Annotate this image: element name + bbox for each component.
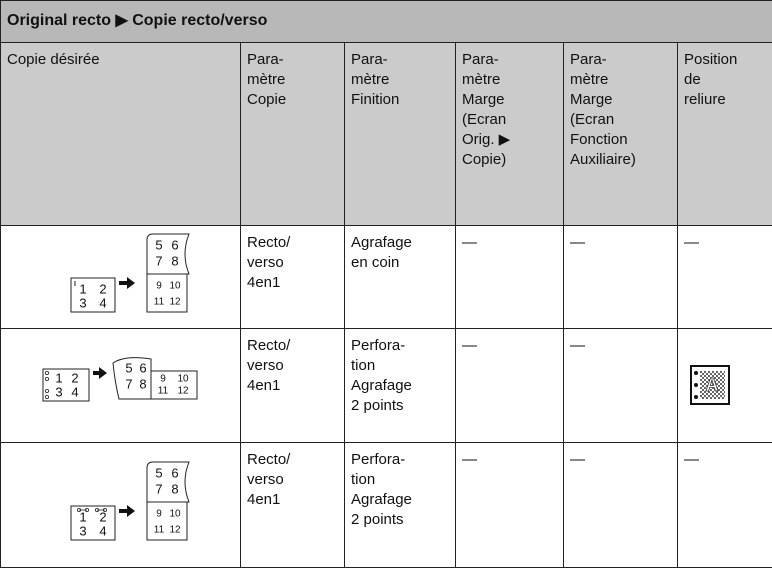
header-cell: Para- mètre Copie — [241, 43, 345, 226]
page-number: 8 — [171, 481, 178, 496]
page-number: 11 — [158, 385, 169, 396]
header-cell: Para- mètre Finition — [345, 43, 456, 226]
icon-dot — [694, 395, 698, 399]
cell: — — [456, 329, 564, 443]
page-number: 12 — [169, 297, 181, 308]
page-number: 9 — [160, 373, 166, 384]
page-number: 7 — [125, 376, 132, 391]
page-number: 5 — [155, 237, 162, 252]
icon-dot — [694, 383, 698, 387]
title-row: Original recto ▶ Copie recto/verso — [1, 1, 772, 43]
cell: Recto/ verso 4en1 — [241, 226, 345, 329]
arrow — [93, 367, 107, 379]
cell: Perfora- tion Agrafage 2 points — [345, 443, 456, 568]
header-cell: Copie désirée — [1, 43, 241, 226]
cell: — — [456, 226, 564, 329]
page-number: 5 — [125, 360, 132, 375]
cell: — — [564, 443, 678, 568]
icon-cell: A — [678, 329, 772, 443]
page-number: 2 — [99, 509, 106, 524]
cell: — — [678, 443, 772, 568]
page-number: 1 — [79, 509, 86, 524]
title: Original recto ▶ Copie recto/verso — [1, 1, 772, 43]
page-number: 11 — [154, 297, 165, 308]
page-number: 4 — [99, 523, 106, 538]
arrow — [119, 277, 135, 289]
page-number: 11 — [154, 525, 165, 536]
page-number: 3 — [79, 295, 86, 310]
cell: Recto/ verso 4en1 — [241, 329, 345, 443]
page-number: 6 — [139, 360, 146, 375]
hole — [45, 395, 48, 398]
page-number: 5 — [155, 465, 162, 480]
page-number: 8 — [171, 253, 178, 268]
page-number: 6 — [171, 237, 178, 252]
page-number: 10 — [169, 281, 181, 292]
page-number: 7 — [155, 481, 162, 496]
cell: — — [564, 329, 678, 443]
cell: — — [456, 443, 564, 568]
page-number: 1 — [55, 370, 62, 385]
page-number: 10 — [169, 509, 181, 520]
page-number: 7 — [155, 253, 162, 268]
page — [43, 369, 89, 401]
page — [147, 462, 189, 502]
page-number: 3 — [79, 523, 86, 538]
header-cell: Position de reliure — [678, 43, 772, 226]
hole — [45, 377, 48, 380]
page-number: 4 — [71, 384, 78, 399]
header-row: Copie désirée Para- mètre Copie Para- mè… — [1, 43, 772, 226]
page-number: 12 — [177, 385, 189, 396]
page-number: 9 — [156, 509, 162, 520]
arrow — [119, 505, 135, 517]
hole — [45, 371, 48, 374]
page-number: 10 — [177, 373, 189, 384]
page-number: 8 — [139, 376, 146, 391]
cell: Agrafage en coin — [345, 226, 456, 329]
page-number: 9 — [156, 281, 162, 292]
page-number: 6 — [171, 465, 178, 480]
page-number: 12 — [169, 525, 181, 536]
page-number: 1 — [79, 281, 86, 296]
icon-letter: A — [706, 375, 719, 395]
page — [71, 278, 115, 312]
page-number: 3 — [55, 384, 62, 399]
cell: — — [564, 226, 678, 329]
page-number: 2 — [99, 281, 106, 296]
page-number: 2 — [71, 370, 78, 385]
icon-dot — [694, 371, 698, 375]
binding-icon: A — [690, 365, 730, 405]
page-number: 4 — [99, 295, 106, 310]
hole — [45, 389, 48, 392]
page — [147, 234, 189, 274]
header-cell: Para- mètre Marge (Ecran Fonction Auxili… — [564, 43, 678, 226]
header-cell: Para- mètre Marge (Ecran Orig. ▶ Copie) — [456, 43, 564, 226]
cell: Perfora- tion Agrafage 2 points — [345, 329, 456, 443]
cell: Recto/ verso 4en1 — [241, 443, 345, 568]
cell: — — [678, 226, 772, 329]
